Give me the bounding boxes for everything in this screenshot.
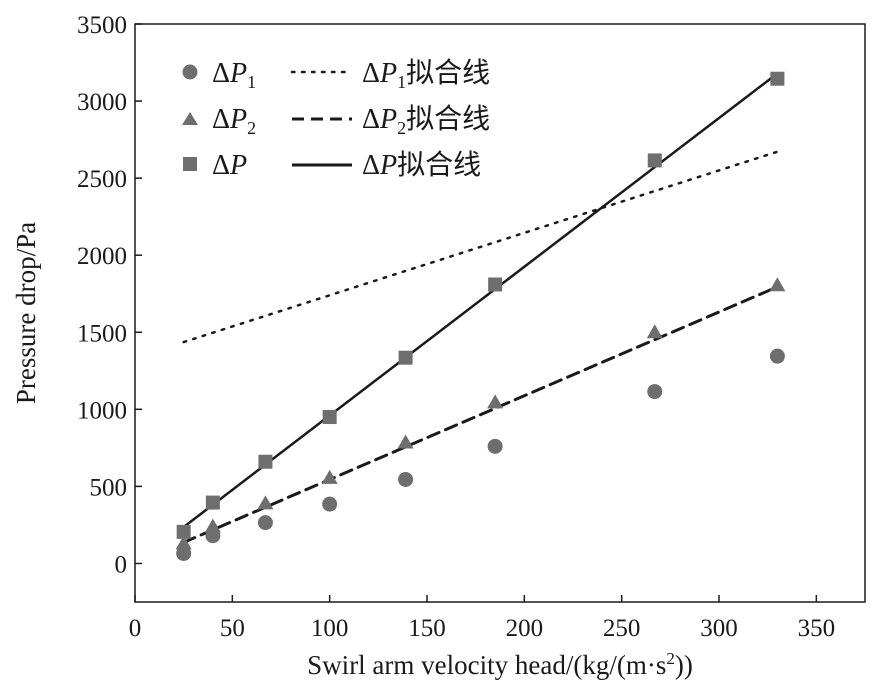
point-dp2 (204, 518, 221, 533)
legend-label-dp: ΔP (212, 150, 247, 181)
point-dp1 (487, 438, 503, 454)
x-tick-label: 250 (603, 615, 641, 642)
legend-marker-square (183, 157, 197, 171)
legend: ΔP1 ΔP1拟合线 ΔP2 ΔP2拟合线 ΔP ΔP拟合线 (182, 57, 490, 181)
plot-frame (134, 23, 866, 603)
x-tick-label: 150 (408, 615, 446, 642)
point-dp (176, 524, 191, 539)
point-dp2 (487, 394, 504, 409)
y-tick-label: 2000 (77, 243, 127, 270)
point-dp2 (397, 434, 414, 449)
x-axis-title: Swirl arm velocity head/(kg/(m·s2)) (307, 649, 693, 680)
y-tick-label: 0 (115, 551, 128, 578)
x-tick-label: 350 (798, 615, 836, 642)
y-tick-label: 500 (90, 474, 128, 501)
point-dp2 (321, 469, 338, 484)
legend-marker-triangle (182, 112, 198, 125)
point-dp2 (646, 324, 663, 339)
point-dp (488, 277, 503, 292)
y-tick-label: 3500 (77, 12, 127, 39)
axis-ticks: 0 50 100 150 200 250 300 3500500100015002000250… (77, 12, 835, 642)
point-dp1 (398, 471, 414, 487)
point-dp1 (322, 496, 338, 512)
point-dp1 (176, 545, 192, 561)
point-dp2 (257, 495, 274, 510)
legend-fit-label-dp2: ΔP2拟合线 (362, 103, 490, 138)
point-dp (770, 71, 785, 86)
point-dp1 (647, 384, 663, 400)
point-dp (398, 350, 413, 365)
data-points (175, 71, 786, 561)
x-tick-label: 0 (129, 615, 142, 642)
legend-label-dp1: ΔP1 (212, 58, 256, 92)
fit-lines (182, 72, 779, 544)
fit-line-dp (182, 72, 779, 529)
y-tick-label: 1500 (77, 320, 127, 347)
point-dp (205, 495, 220, 510)
point-dp2 (769, 277, 786, 292)
fit-line-dp1 (182, 150, 779, 344)
y-tick-label: 1000 (77, 397, 127, 424)
y-tick-label: 3000 (77, 89, 127, 116)
point-dp1 (257, 515, 273, 531)
point-dp (322, 410, 337, 425)
x-tick-label: 50 (220, 615, 245, 642)
x-tick-label: 300 (700, 615, 738, 642)
legend-fit-label-dp1: ΔP1拟合线 (362, 57, 490, 92)
x-tick-label: 100 (311, 615, 349, 642)
point-dp (647, 153, 662, 168)
y-tick-label: 2500 (77, 166, 127, 193)
legend-fit-label-dp: ΔP拟合线 (362, 149, 481, 181)
point-dp1 (769, 348, 785, 364)
fit-line-dp2 (182, 285, 779, 544)
y-axis-title: Pressure drop/Pa (11, 222, 41, 404)
point-dp (258, 454, 273, 469)
point-dp2 (175, 535, 192, 550)
x-tick-label: 200 (506, 615, 544, 642)
legend-label-dp2: ΔP2 (212, 104, 256, 138)
legend-marker-circle (182, 64, 198, 80)
